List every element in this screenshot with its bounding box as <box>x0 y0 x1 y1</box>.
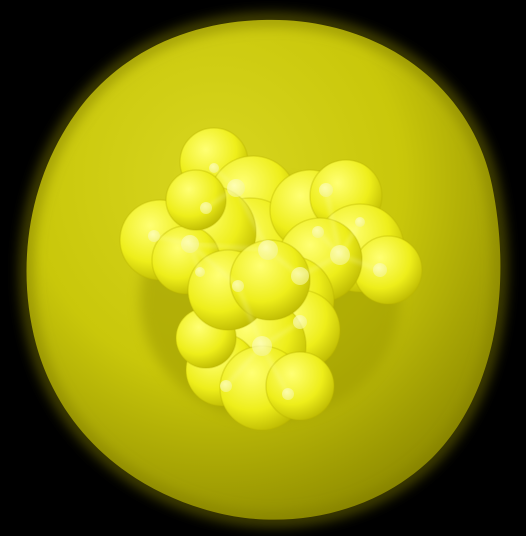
atom <box>252 336 272 356</box>
outer-isosurface-rim-shading <box>19 12 508 527</box>
surface-lobe <box>265 351 335 421</box>
bond <box>189 243 239 287</box>
surface-lobe <box>165 169 227 231</box>
atom <box>291 267 309 285</box>
atoms <box>148 163 387 400</box>
bond <box>324 189 342 256</box>
atom <box>227 179 245 197</box>
atom <box>181 235 199 253</box>
atom <box>220 380 232 392</box>
atom <box>258 240 278 260</box>
atom <box>293 315 307 329</box>
atom <box>209 163 219 173</box>
atom <box>355 217 365 227</box>
atom <box>373 263 387 277</box>
atom <box>330 245 350 265</box>
atom <box>148 230 160 242</box>
bond <box>189 242 269 252</box>
atom <box>319 183 333 197</box>
molecular-surface <box>119 127 423 431</box>
atom <box>282 388 294 400</box>
atom <box>312 226 324 238</box>
surface-lobe <box>353 235 423 305</box>
bond <box>234 187 270 251</box>
atom <box>195 267 205 277</box>
atom <box>232 280 244 292</box>
atom <box>200 202 212 214</box>
bond <box>236 285 264 347</box>
